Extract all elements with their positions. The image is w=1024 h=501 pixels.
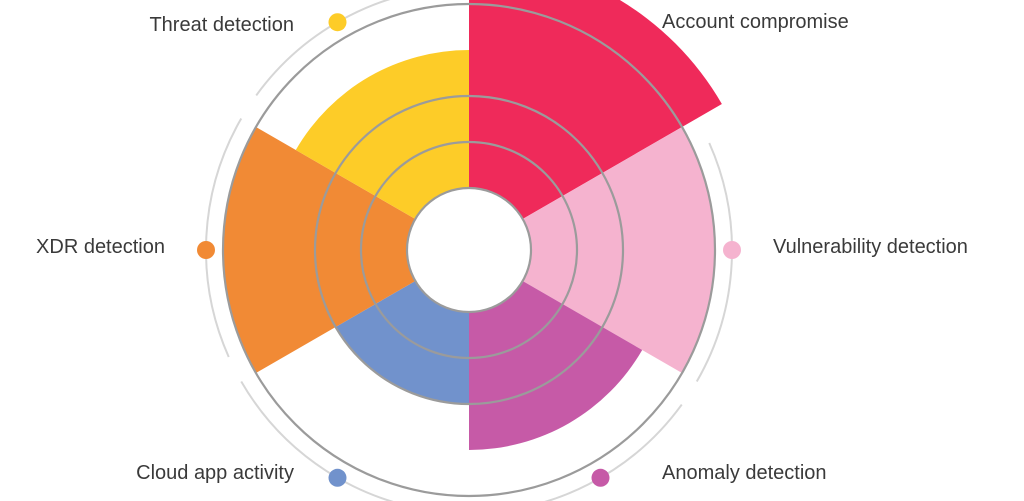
- legend-markers: [197, 13, 741, 487]
- marker-account-compromise: [591, 13, 610, 32]
- marker-anomaly-detection: [591, 468, 610, 487]
- label-cloud-app-activity: Cloud app activity: [136, 462, 294, 484]
- outer-ring-arc: [543, 403, 683, 501]
- grid-rings: [221, 2, 717, 498]
- sector-xdr-detection: [222, 127, 416, 373]
- grid-ring: [405, 186, 533, 314]
- sector-cloud-app-activity: [335, 281, 469, 404]
- outer-ring-arc: [255, 0, 391, 97]
- outer-ring-arc: [695, 142, 733, 382]
- sector-group: [222, 0, 722, 450]
- outer-ring-arc: [205, 118, 243, 358]
- grid-ring: [221, 2, 717, 498]
- label-threat-detection: Threat detection: [149, 14, 294, 36]
- marker-vulnerability-detection: [723, 241, 741, 259]
- label-vulnerability-detection: Vulnerability detection: [773, 236, 968, 258]
- grid-ring: [359, 140, 579, 360]
- marker-xdr-detection: [197, 241, 215, 259]
- label-xdr-detection: XDR detection: [36, 236, 165, 258]
- sector-vulnerability-detection: [522, 127, 715, 373]
- sector-threat-detection: [295, 50, 469, 219]
- marker-threat-detection: [328, 13, 347, 32]
- outer-ring-arc: [240, 380, 395, 501]
- sector-anomaly-detection: [469, 281, 643, 450]
- sector-account-compromise: [469, 0, 722, 219]
- label-anomaly-detection: Anomaly detection: [662, 462, 827, 484]
- marker-cloud-app-activity: [328, 468, 347, 487]
- grid-ring: [313, 94, 625, 406]
- label-account-compromise: Account compromise: [662, 11, 849, 33]
